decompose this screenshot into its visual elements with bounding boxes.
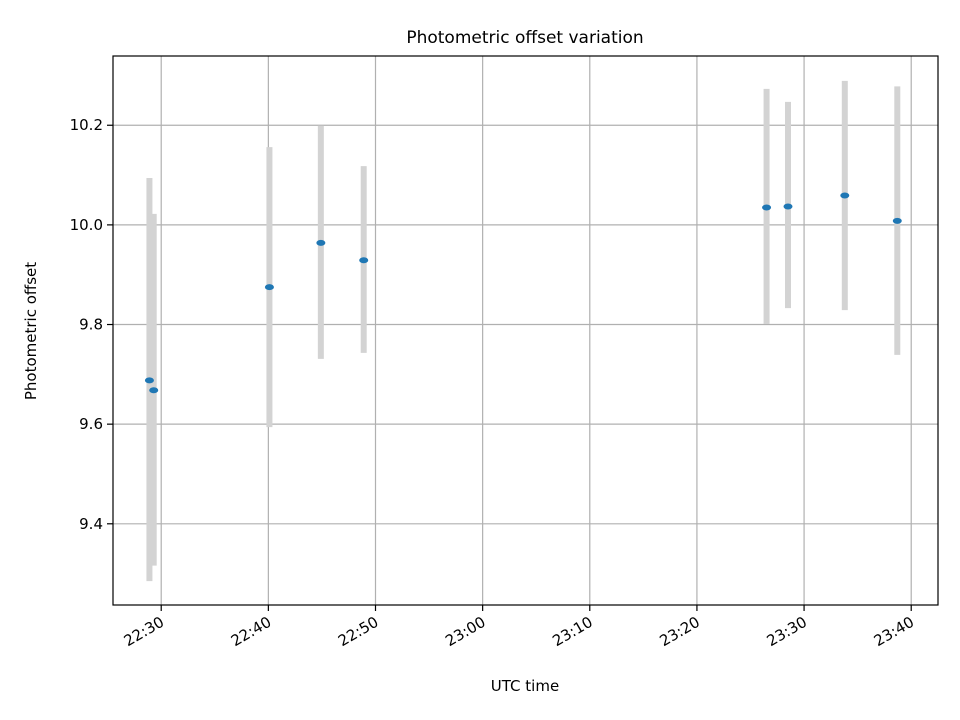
- data-point: [840, 192, 850, 199]
- error-bars: [146, 80, 901, 582]
- data-point: [316, 239, 326, 246]
- y-tick-label: 9.8: [79, 316, 103, 334]
- y-tick-label: 10.2: [70, 116, 103, 134]
- plot-frame: [112, 55, 939, 606]
- data-point: [892, 217, 902, 224]
- y-tick-label: 9.4: [79, 515, 103, 533]
- data-points: [144, 192, 902, 394]
- x-axis-label: UTC time: [491, 677, 559, 695]
- x-tick-label: 22:50: [335, 613, 381, 650]
- y-axis-ticks: 9.4 9.6 9.8 10.0 10.2: [70, 116, 113, 533]
- y-axis-label: Photometric offset: [22, 262, 40, 400]
- x-tick-label: 23:20: [656, 613, 702, 650]
- x-tick-label: 23:00: [442, 613, 488, 650]
- x-tick-label: 23:30: [764, 613, 810, 650]
- y-tick-label: 9.6: [79, 415, 103, 433]
- data-point: [149, 387, 159, 394]
- grid: [113, 56, 938, 605]
- data-point: [264, 284, 274, 291]
- chart-title: Photometric offset variation: [406, 28, 643, 48]
- x-tick-label: 23:10: [549, 613, 595, 650]
- x-tick-label: 22:40: [228, 613, 274, 650]
- data-point: [359, 257, 369, 264]
- data-point: [783, 203, 793, 210]
- x-tick-label: 23:40: [871, 613, 917, 650]
- y-tick-label: 10.0: [70, 216, 103, 234]
- data-point: [762, 204, 772, 211]
- data-point: [144, 377, 154, 384]
- x-tick-label: 22:30: [121, 613, 167, 650]
- x-axis-ticks: 22:30 22:40 22:50 23:00 23:10 23:20 23:30 23:40: [121, 605, 917, 650]
